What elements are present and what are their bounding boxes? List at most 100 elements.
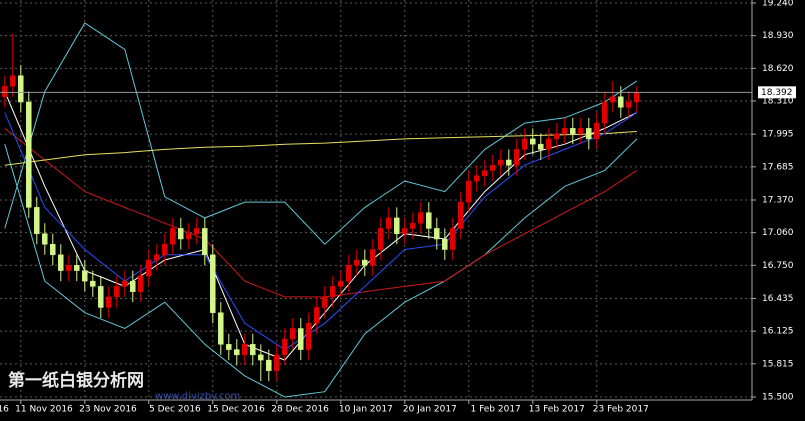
candle-body: [418, 212, 424, 224]
candle-body: [522, 138, 528, 150]
candle-body: [378, 228, 384, 250]
x-tick-label: 16: [0, 405, 9, 415]
candle-body: [554, 133, 560, 140]
last-price-label: 18.392: [761, 88, 793, 98]
candle-body: [306, 323, 312, 350]
candle-body: [626, 101, 632, 108]
candle-body: [42, 233, 48, 245]
candle-body: [634, 92, 640, 103]
candle-body: [114, 286, 120, 298]
candle-body: [394, 217, 400, 234]
candle-body: [106, 296, 112, 308]
candle-body: [202, 228, 208, 256]
watermark: 第一纸白银分析网: [8, 370, 144, 391]
candle-body: [98, 286, 104, 308]
candle-body: [314, 307, 320, 324]
candle-body: [266, 359, 272, 371]
last-price-box: [758, 86, 796, 99]
candle-body: [282, 338, 288, 356]
candle-body: [122, 280, 128, 287]
candle-body: [434, 228, 440, 240]
y-tick-label: 18.620: [762, 64, 794, 74]
candle-body: [130, 280, 136, 292]
candle-body: [58, 254, 64, 271]
y-tick-label: 16.750: [762, 261, 794, 271]
candle-body: [322, 296, 328, 308]
x-tick-label: 23 Feb 2017: [593, 405, 649, 415]
candle-body: [498, 159, 504, 166]
candle-body: [506, 159, 512, 166]
y-tick-label: 17.370: [762, 196, 794, 206]
candle-body: [490, 164, 496, 171]
candle-body: [298, 328, 304, 350]
candle-body: [474, 175, 480, 182]
candle-body: [370, 249, 376, 266]
candle-body: [290, 328, 296, 340]
candle-body: [218, 312, 224, 345]
candle-body: [138, 275, 144, 292]
candle-body: [50, 243, 56, 256]
candle-body: [170, 228, 176, 245]
candle-body: [426, 212, 432, 229]
x-tick-label: 10 Jan 2017: [339, 405, 393, 415]
candle-body: [242, 344, 248, 356]
y-tick-label: 15.815: [762, 359, 794, 369]
candle-body: [274, 354, 280, 371]
candle-body: [410, 222, 416, 229]
candle-body: [594, 122, 600, 140]
candle-body: [538, 143, 544, 150]
candle-body: [562, 128, 568, 134]
candle-body: [194, 228, 200, 234]
x-tick-label: 5 Dec 2016: [149, 405, 201, 415]
candle-body: [154, 254, 160, 261]
candle-body: [162, 243, 168, 256]
x-tick-label: 11 Nov 2016: [15, 405, 73, 415]
candle-body: [482, 170, 488, 177]
candle-body: [514, 149, 520, 166]
candle-body: [226, 344, 232, 350]
candle-body: [610, 96, 616, 103]
axes: 19.240 18.930 18.620 18.310 17.995 17.685 17.3…: [0, 0, 796, 415]
candle-body: [586, 128, 592, 140]
candle-body: [178, 228, 184, 240]
candle-body: [186, 233, 192, 240]
y-tick-label: 18.930: [762, 31, 794, 41]
indicator-line: [4, 138, 638, 398]
y-tick-label: 15.500: [762, 393, 794, 403]
candle-body: [466, 180, 472, 203]
candle-body: [338, 280, 344, 287]
x-tick-label: 1 Feb 2017: [471, 405, 521, 415]
y-tick-label: 16.125: [762, 327, 794, 337]
candle-body: [258, 354, 264, 361]
candle-body: [450, 228, 456, 250]
candle-body: [234, 349, 240, 356]
x-tick-label: 28 Dec 2016: [271, 405, 329, 415]
candle-body: [330, 286, 336, 298]
candle-body: [2, 85, 8, 98]
candle-body: [386, 217, 392, 229]
indicator-line: [4, 112, 638, 351]
candle-body: [90, 280, 96, 287]
indicator-line: [4, 131, 637, 166]
y-tick-label: 16.435: [762, 294, 794, 304]
x-tick-label: 15 Dec 2016: [207, 405, 265, 415]
y-tick-label: 17.685: [762, 162, 794, 172]
candle-body: [66, 265, 72, 271]
watermark-url: www.diyizby.com: [155, 391, 240, 402]
candle-body: [402, 228, 408, 234]
x-tick-label: 23 Nov 2016: [79, 405, 137, 415]
candle-body: [618, 96, 624, 108]
y-tick-label: 19.240: [762, 0, 794, 9]
y-tick-label: 18.310: [762, 96, 794, 106]
candle-body: [354, 259, 360, 266]
candle-body: [34, 207, 40, 234]
candle-body: [458, 201, 464, 229]
candle-body: [442, 238, 448, 250]
x-tick-label: 13 Feb 2017: [529, 405, 585, 415]
candles: [2, 33, 640, 382]
x-tick-label: 20 Jan 2017: [403, 405, 457, 415]
candle-body: [82, 270, 88, 282]
candle-body: [250, 344, 256, 356]
candle-body: [546, 138, 552, 150]
